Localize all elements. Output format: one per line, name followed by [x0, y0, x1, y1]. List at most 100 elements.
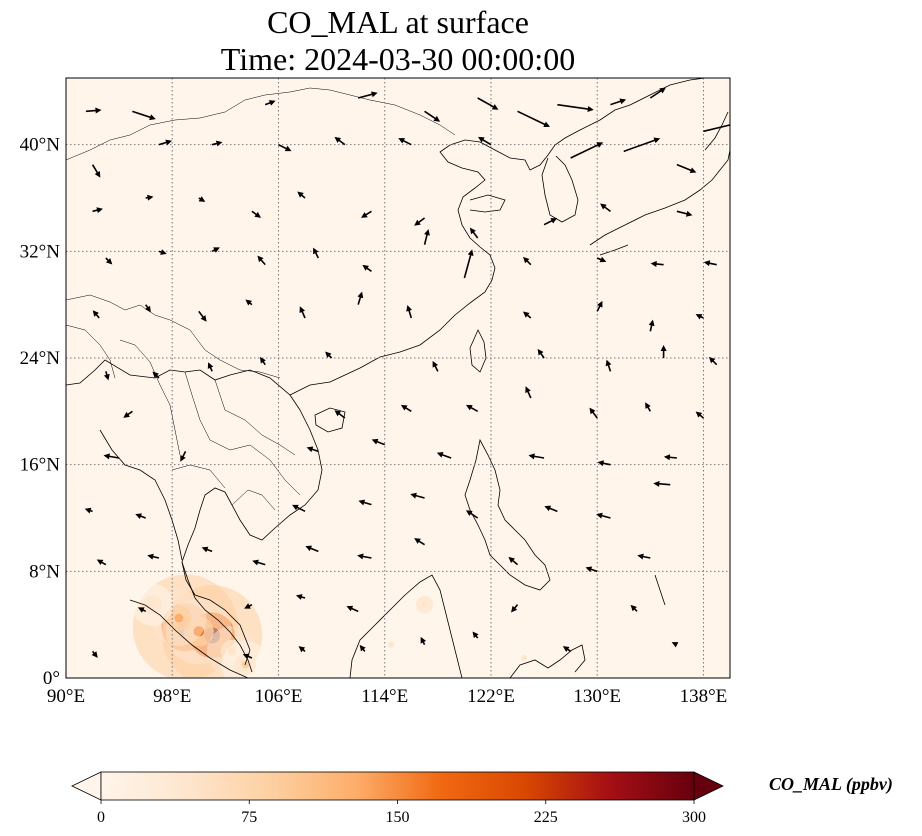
wind-arrow-head	[268, 100, 276, 106]
wind-arrow-head	[433, 115, 441, 122]
wind-arrow-head	[362, 264, 369, 271]
colorbar-tick-label: 75	[241, 809, 257, 826]
map-title: CO_MAL at surface	[267, 4, 529, 40]
wind-arrow-head	[152, 371, 159, 378]
wind-arrow-head	[257, 255, 264, 263]
wind-arrow-head	[523, 311, 530, 318]
wind-arrow-head	[703, 260, 711, 267]
wind-arrow-head	[284, 145, 292, 152]
wind-arrow-head	[357, 553, 364, 560]
wind-arrow-head	[305, 545, 313, 552]
wind-arrow-head	[96, 559, 104, 566]
wind-arrow-head	[472, 631, 479, 639]
longitude-tick-label: 138°E	[680, 686, 728, 707]
wind-arrow-head	[147, 553, 154, 560]
wind-arrow-head	[244, 603, 251, 609]
wind-arrow-head	[659, 87, 666, 94]
wind-arrow-head	[648, 319, 655, 327]
wind-arrow-head	[103, 453, 110, 460]
wind-arrow-head	[260, 356, 266, 364]
border-indochina	[184, 371, 301, 496]
colorbar-lower-extension	[71, 771, 102, 801]
wind-arrow-head	[562, 646, 570, 652]
wind-arrow-head	[424, 229, 430, 236]
wind-arrow-head	[160, 249, 167, 255]
wind-arrow-head	[689, 167, 697, 174]
wind-arrow-head	[630, 604, 637, 612]
colorbar-body	[100, 771, 695, 801]
wind-arrow-head	[406, 305, 412, 312]
wind-arrow-head	[587, 106, 594, 112]
wind-arrow-shaft	[623, 138, 658, 153]
wind-arrow-head	[313, 247, 319, 255]
wind-arrow-head	[371, 438, 379, 445]
border-thailand	[171, 464, 276, 511]
wind-arrow-shaft	[570, 142, 601, 159]
wind-arrow-head	[357, 291, 364, 299]
wind-arrow-head	[91, 651, 98, 658]
wind-arrow-head	[645, 402, 651, 409]
japan-coastline	[589, 111, 730, 256]
latitude-tick-label: 0°	[43, 668, 60, 689]
wind-arrow-head	[600, 203, 607, 210]
wind-arrow-head	[95, 107, 102, 114]
wind-arrow-head	[695, 411, 703, 418]
korea-coastline	[541, 155, 579, 223]
border-china-mongolia	[66, 87, 456, 161]
wind-arrow-head	[469, 227, 476, 235]
wind-arrow-head	[201, 546, 209, 553]
wind-arrow-head	[597, 300, 603, 308]
wind-arrow-head	[215, 140, 223, 147]
wind-arrow-head	[637, 553, 644, 560]
wind-arrow-head	[359, 644, 366, 652]
wind-arrow-head	[528, 453, 535, 460]
colorbar-upper-extension	[693, 771, 724, 801]
map-frame	[65, 77, 731, 679]
longitude-tick-label: 130°E	[573, 686, 621, 707]
wind-arrow-head	[306, 446, 314, 453]
wind-arrow-head	[596, 142, 604, 148]
wind-arrow-head	[207, 362, 214, 369]
concentration-hotspot	[388, 641, 395, 648]
philippines-coastline	[464, 438, 551, 591]
shandong-coastline	[469, 194, 506, 213]
wind-arrow-head	[436, 452, 444, 458]
wind-arrow-head	[414, 219, 421, 226]
wind-arrow-head	[242, 653, 250, 660]
wind-arrow-head	[585, 566, 593, 573]
wind-arrow-head	[650, 260, 657, 267]
wind-arrow-head	[298, 646, 306, 653]
wind-arrow-head	[180, 455, 186, 462]
concentration-hotspot	[174, 613, 184, 623]
wind-arrow-head	[523, 256, 530, 264]
wind-arrow-head	[400, 404, 408, 411]
wind-arrow-head	[597, 460, 604, 467]
wind-arrow-head	[135, 513, 142, 520]
longitude-tick-labels: 90°E 98°E 106°E 114°E 122°E 130°E 138°E	[47, 686, 727, 707]
wind-arrow-head	[467, 249, 474, 256]
sumatra-coastline	[129, 599, 249, 678]
longitude-tick-label: 106°E	[255, 686, 303, 707]
wind-arrow-head	[671, 642, 679, 648]
wind-arrow-head	[653, 137, 661, 144]
wind-arrow-head	[94, 170, 101, 178]
wind-arrow-head	[213, 247, 220, 253]
wind-arrow-head	[200, 315, 207, 322]
wind-arrow-head	[358, 499, 366, 506]
wind-arrow-head	[103, 373, 110, 381]
wind-arrow-head	[96, 207, 103, 214]
wind-arrow-head	[398, 138, 405, 144]
wind-arrow-shaft	[463, 252, 473, 279]
wind-arrow-head	[508, 556, 515, 564]
wind-arrow-head	[537, 348, 544, 356]
taiwan-coastline	[469, 329, 487, 373]
coastlines	[66, 78, 730, 678]
wind-arrow-head	[544, 505, 552, 512]
wind-arrow-head	[292, 504, 299, 511]
wind-arrow-head	[465, 404, 473, 411]
wind-vectors	[84, 87, 730, 660]
wind-arrow-head	[254, 211, 262, 218]
wind-arrow-head	[165, 139, 172, 146]
longitude-tick-label: 90°E	[47, 686, 85, 707]
latitude-tick-label: 16°N	[20, 455, 61, 476]
